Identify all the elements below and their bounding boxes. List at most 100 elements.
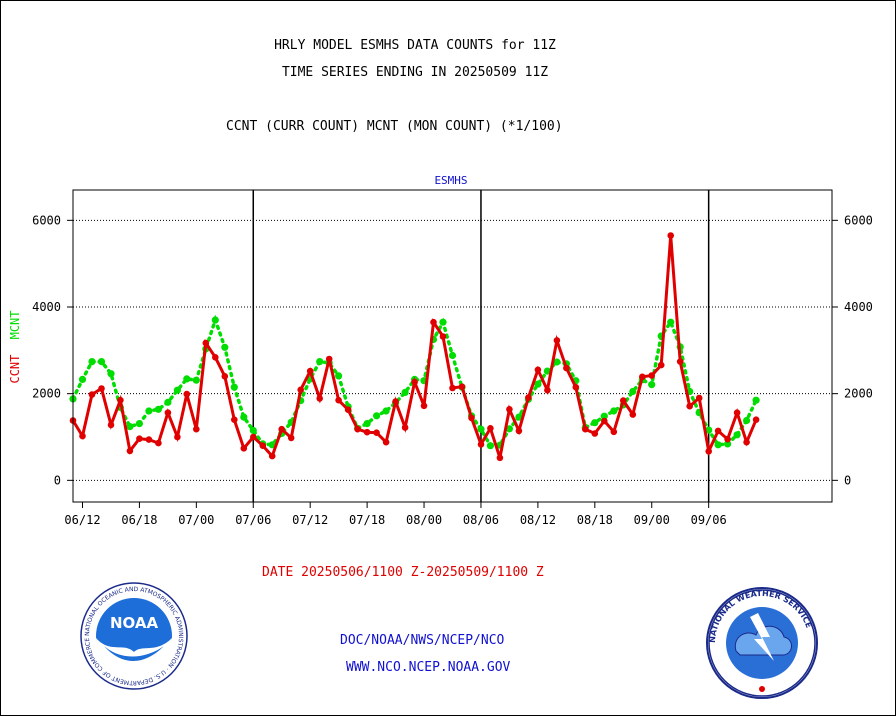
data-point-ccnt <box>420 402 428 410</box>
data-point-mcnt <box>183 375 191 383</box>
data-point-ccnt <box>335 396 342 404</box>
data-point-ccnt <box>525 394 532 401</box>
data-point-ccnt <box>221 373 229 380</box>
data-point-mcnt <box>515 413 523 421</box>
data-point-ccnt <box>325 355 333 363</box>
data-point-mcnt <box>733 431 741 439</box>
page-title-line-2: TIME SERIES ENDING IN 20250509 11Z <box>281 65 549 80</box>
data-point-ccnt <box>373 429 380 437</box>
data-point-mcnt <box>752 396 760 404</box>
data-point-mcnt <box>477 425 485 433</box>
data-point-ccnt <box>515 427 523 435</box>
data-point-mcnt <box>667 318 675 326</box>
data-point-ccnt <box>212 354 219 361</box>
y-axis-label-mcnt: MCNT <box>8 310 22 339</box>
data-point-ccnt <box>268 452 276 460</box>
data-point-ccnt <box>259 442 267 450</box>
data-point-ccnt <box>468 414 475 422</box>
data-point-mcnt <box>553 358 561 366</box>
data-point-ccnt <box>534 366 542 374</box>
day-boundary-lines <box>252 190 710 502</box>
data-point-ccnt <box>240 445 248 452</box>
data-point-ccnt <box>411 378 418 386</box>
data-point-ccnt <box>287 434 295 442</box>
x-tick-label: 07/18 <box>349 513 385 527</box>
data-point-ccnt <box>572 383 580 391</box>
data-point-mcnt <box>382 407 390 415</box>
data-point-ccnt <box>231 416 238 424</box>
data-point-ccnt <box>183 390 191 398</box>
data-point-ccnt <box>676 358 684 365</box>
data-point-mcnt <box>705 426 713 434</box>
data-point-ccnt <box>449 384 456 392</box>
x-tick-label: 08/18 <box>577 513 613 527</box>
data-point-ccnt <box>344 406 352 414</box>
data-point-ccnt <box>544 386 551 394</box>
series-ccnt <box>69 232 760 462</box>
data-point-ccnt <box>382 438 390 446</box>
data-point-mcnt <box>610 407 618 415</box>
data-point-mcnt <box>534 380 542 388</box>
data-point-mcnt <box>743 416 751 425</box>
data-point-ccnt <box>657 361 665 369</box>
y-axis-label-ccnt: CCNT <box>8 355 22 384</box>
noaa-logo-text: NOAA <box>110 614 159 632</box>
data-point-mcnt <box>97 358 106 366</box>
data-point-ccnt <box>136 435 143 443</box>
data-point-ccnt <box>202 339 210 347</box>
data-point-ccnt <box>724 435 731 443</box>
data-point-mcnt <box>126 423 134 431</box>
data-point-mcnt <box>107 370 115 378</box>
data-point-ccnt <box>610 428 618 436</box>
data-point-ccnt <box>582 425 589 433</box>
x-tick-label: 06/18 <box>121 513 157 527</box>
data-point-mcnt <box>591 419 599 427</box>
data-point-ccnt <box>506 406 513 413</box>
data-point-ccnt <box>563 364 570 372</box>
data-point-mcnt <box>88 358 96 366</box>
y-tick-label-right: 4000 <box>844 300 873 314</box>
data-point-ccnt <box>107 421 115 429</box>
x-tick-label: 09/00 <box>634 513 670 527</box>
x-tick-label: 08/06 <box>463 513 499 527</box>
data-point-ccnt <box>363 428 371 436</box>
data-point-mcnt <box>486 442 494 450</box>
chart-title: ESMHS <box>434 174 467 187</box>
y-tick-label-right: 2000 <box>844 387 873 401</box>
data-point-mcnt <box>230 383 238 391</box>
plot-area-border <box>72 189 833 503</box>
page-title-line-1: HRLY MODEL ESMHS DATA COUNTS for 11Z <box>274 38 556 53</box>
data-point-mcnt <box>154 405 162 413</box>
y-tick-label-right: 6000 <box>844 213 873 227</box>
data-point-mcnt <box>173 386 181 394</box>
data-point-mcnt <box>221 343 229 351</box>
x-tick-label: 09/06 <box>691 513 727 527</box>
data-point-mcnt <box>363 420 371 428</box>
data-point-mcnt <box>145 407 153 415</box>
data-point-ccnt <box>667 232 674 239</box>
data-point-ccnt <box>458 383 466 391</box>
y-tick-label-left: 6000 <box>32 213 61 227</box>
data-point-ccnt <box>316 395 324 402</box>
data-point-ccnt <box>733 409 741 417</box>
data-point-mcnt <box>249 426 257 435</box>
data-point-ccnt <box>145 436 153 443</box>
data-point-ccnt <box>695 394 703 402</box>
data-point-ccnt <box>601 417 608 425</box>
data-point-ccnt <box>392 398 399 405</box>
data-point-mcnt <box>401 388 409 396</box>
website-footer: WWW.NCO.NCEP.NOAA.GOV <box>346 660 511 675</box>
data-point-ccnt <box>98 385 105 392</box>
y-axis-label: CCNT MCNT <box>8 310 22 383</box>
data-point-ccnt <box>639 373 646 381</box>
data-point-mcnt <box>135 420 143 428</box>
data-point-ccnt <box>297 386 305 394</box>
data-point-ccnt <box>752 416 760 424</box>
nws-logo: NATIONAL WEATHER SERVICE <box>706 587 818 699</box>
series-description: CCNT (CURR COUNT) MCNT (MON COUNT) (*1/1… <box>226 119 563 134</box>
data-point-ccnt <box>401 424 409 431</box>
data-point-ccnt <box>714 427 722 435</box>
data-point-ccnt <box>164 409 172 417</box>
data-point-mcnt <box>78 375 87 383</box>
